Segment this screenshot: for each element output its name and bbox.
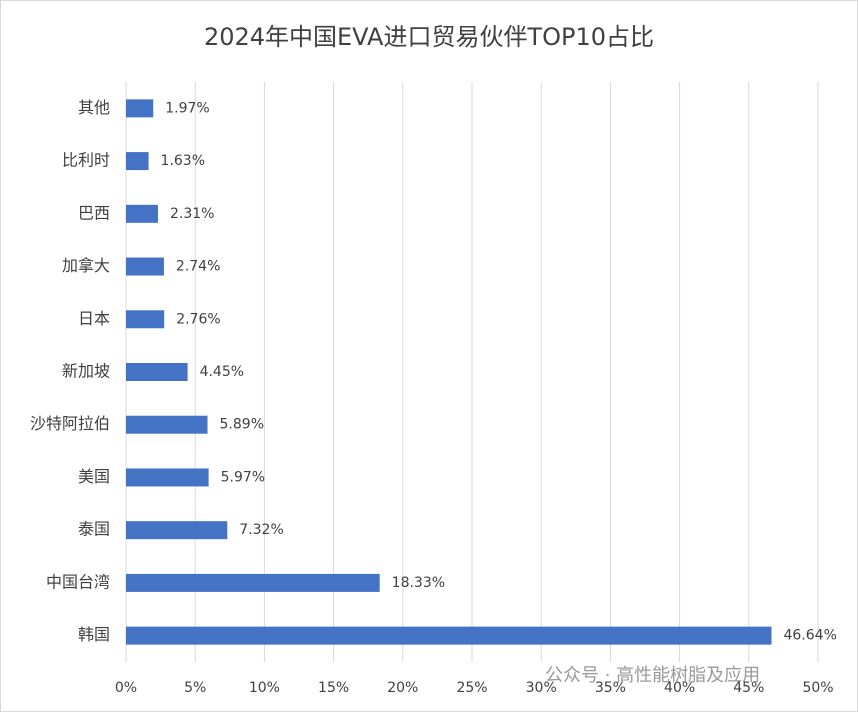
bar [126, 152, 149, 171]
bar [126, 99, 154, 118]
bar [126, 363, 188, 381]
y-tick-label: 中国台湾 [46, 572, 110, 591]
bar [126, 626, 772, 645]
grid: 0% 5% 10% 15% 20% 25% 30% 35% 40% 45% 50% [115, 82, 834, 696]
y-tick-label: 日本 [78, 309, 110, 328]
y-tick-label: 沙特阿拉伯 [30, 414, 110, 433]
x-tick-label: 45% [733, 680, 764, 696]
y-tick-label: 其他 [78, 98, 110, 117]
bar [126, 468, 209, 487]
x-tick-label: 5% [184, 680, 206, 696]
y-tick-label: 比利时 [62, 151, 110, 170]
y-tick-label: 巴西 [78, 203, 110, 222]
value-label: 18.33% [392, 575, 445, 591]
x-tick-label: 15% [318, 680, 349, 696]
value-label: 1.63% [161, 153, 205, 169]
y-tick-label: 新加坡 [62, 362, 110, 381]
value-label: 2.76% [176, 311, 220, 327]
value-label: 2.74% [176, 259, 220, 275]
value-label: 5.97% [221, 469, 265, 485]
value-label: 4.45% [200, 364, 244, 380]
x-tick-label: 0% [115, 680, 137, 696]
bar [126, 573, 380, 592]
value-label: 46.64% [783, 628, 836, 644]
chart-title: 2024年中国EVA进口贸易伙伴TOP10占比 [204, 23, 654, 51]
y-tick-label: 美国 [78, 467, 110, 486]
value-label: 7.32% [239, 522, 283, 538]
bar [126, 310, 165, 329]
y-tick-label: 加拿大 [62, 256, 110, 275]
x-tick-label: 50% [802, 680, 833, 696]
x-tick-label: 20% [387, 680, 418, 696]
value-label: 5.89% [220, 417, 264, 433]
bar [126, 521, 228, 540]
bar [126, 204, 158, 223]
x-tick-label: 25% [456, 680, 487, 696]
x-tick-label: 40% [664, 680, 695, 696]
x-tick-label: 30% [526, 680, 557, 696]
y-tick-label: 泰国 [78, 520, 110, 539]
marks: 其他 1.97% 比利时 1.63% 巴西 2.31% 加拿大 2.74% 日本 2.76% 新加坡… [30, 98, 837, 645]
watermark: 公众号 · 高性能树脂及应用 [545, 665, 760, 686]
bar [126, 257, 164, 276]
y-tick-label: 韩国 [78, 625, 110, 644]
value-label: 2.31% [170, 206, 214, 222]
x-tick-label: 10% [249, 680, 280, 696]
value-label: 1.97% [165, 100, 209, 116]
x-tick-label: 35% [595, 680, 626, 696]
bar [126, 415, 208, 434]
